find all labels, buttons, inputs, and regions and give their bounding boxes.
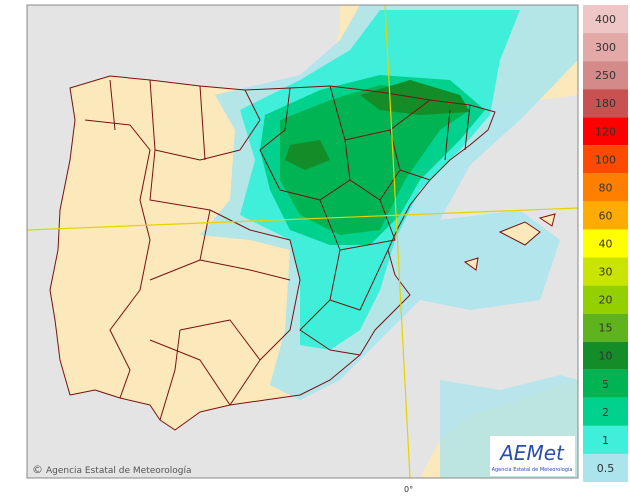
legend-label: 250: [595, 69, 616, 82]
legend-swatch: [583, 33, 628, 62]
copyright-symbol: ©: [32, 463, 43, 476]
legend-label: 10: [599, 350, 613, 363]
legend-swatch: [583, 117, 628, 146]
legend-swatch: [583, 453, 628, 482]
legend-swatch: [583, 313, 628, 342]
legend-label: 1: [602, 434, 609, 447]
legend-swatch: [583, 201, 628, 230]
logo-subtitle: Agencia Estatal de Meteorología: [492, 466, 573, 473]
legend-label: 40: [599, 238, 613, 251]
legend-label: 120: [595, 125, 616, 138]
legend-label: 180: [595, 97, 616, 110]
legend-swatch: [583, 229, 628, 258]
logo: AEMet Agencia Estatal de Meteorología: [490, 436, 575, 476]
legend: 400 300 250 180 120 100 80 60 40 30 20 15 10 5 2 1 0.5: [583, 5, 628, 482]
legend-label: 5: [602, 378, 609, 391]
legend-label: 2: [602, 406, 609, 419]
legend-label: 100: [595, 153, 616, 166]
legend-label: 300: [595, 41, 616, 54]
legend-swatch: [583, 397, 628, 426]
legend-label: 20: [599, 294, 613, 307]
legend-label: 15: [599, 322, 613, 335]
legend-label: 80: [599, 181, 613, 194]
province-borders: [49, 75, 496, 431]
legend-swatch: [583, 369, 628, 398]
legend-swatch: [583, 173, 628, 202]
precipitation: [200, 5, 578, 478]
legend-swatch: [583, 61, 628, 90]
logo-name: AEMet: [498, 441, 565, 465]
legend-swatch: [583, 5, 628, 34]
legend-swatch: [583, 257, 628, 286]
legend-label: 60: [599, 209, 613, 222]
legend-swatch: [583, 89, 628, 118]
islands: [463, 213, 556, 271]
legend-swatch: [583, 341, 628, 370]
graticule-label: 0°: [404, 485, 413, 494]
legend-label: 30: [599, 266, 613, 279]
credit: Agencia Estatal de Meteorología: [46, 466, 192, 476]
legend-swatch: [583, 285, 628, 314]
legend-label: 400: [595, 13, 616, 26]
map-frame: [26, 4, 579, 479]
legend-swatch: [583, 425, 628, 454]
legend-label: 0.5: [597, 462, 615, 475]
graticule: [26, 4, 579, 479]
legend-swatch: [583, 145, 628, 174]
